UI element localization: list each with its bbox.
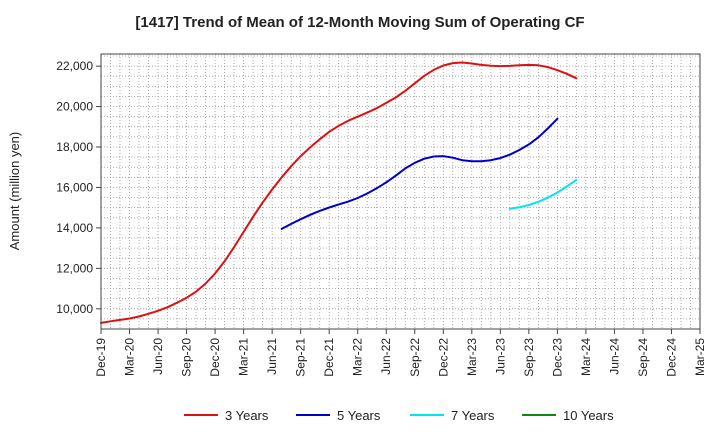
legend-label-5-years: 5 Years bbox=[337, 408, 381, 423]
x-tick-label: Dec-19 bbox=[94, 338, 108, 377]
y-axis-ticks: 10,000 12,000 14,000 16,000 18,000 20,000 22,0… bbox=[56, 59, 101, 316]
x-tick-label: Jun-20 bbox=[151, 338, 165, 375]
legend-label-7-years: 7 Years bbox=[451, 408, 495, 423]
x-tick-label: Mar-24 bbox=[579, 338, 593, 376]
x-tick-label: Jun-24 bbox=[607, 338, 621, 375]
x-tick-label: Dec-21 bbox=[322, 338, 336, 377]
series-line-7-years bbox=[508, 178, 578, 210]
x-tick-label: Mar-23 bbox=[465, 338, 479, 376]
x-tick-label: Sep-21 bbox=[294, 338, 308, 377]
x-tick-label: Jun-23 bbox=[493, 338, 507, 375]
grid-lines bbox=[101, 54, 700, 329]
legend-label-10-years: 10 Years bbox=[563, 408, 614, 423]
y-tick-label: 10,000 bbox=[56, 302, 93, 316]
y-tick-label: 14,000 bbox=[56, 221, 93, 235]
x-tick-label: Sep-20 bbox=[180, 338, 194, 377]
x-tick-label: Dec-23 bbox=[550, 338, 564, 377]
y-tick-label: 12,000 bbox=[56, 261, 93, 275]
x-axis-ticks: Dec-19 Mar-20 Jun-20 Sep-20 Dec-20 Mar-21 Jun-… bbox=[94, 329, 707, 377]
x-tick-label: Dec-20 bbox=[208, 338, 222, 377]
x-tick-label: Mar-25 bbox=[693, 338, 707, 376]
y-tick-label: 20,000 bbox=[56, 100, 93, 114]
y-tick-label: 18,000 bbox=[56, 140, 93, 154]
y-tick-label: 16,000 bbox=[56, 180, 93, 194]
x-tick-label: Sep-24 bbox=[636, 338, 650, 377]
chart-title: [1417] Trend of Mean of 12-Month Moving … bbox=[135, 14, 585, 31]
plot-frame bbox=[100, 53, 701, 330]
x-tick-label: Sep-22 bbox=[408, 338, 422, 377]
x-tick-label: Jun-21 bbox=[265, 338, 279, 375]
x-tick-label: Mar-21 bbox=[237, 338, 251, 376]
x-tick-label: Sep-23 bbox=[522, 338, 536, 377]
legend-label-3-years: 3 Years bbox=[225, 408, 269, 423]
x-tick-label: Dec-22 bbox=[436, 338, 450, 377]
x-tick-label: Mar-22 bbox=[351, 338, 365, 376]
x-tick-label: Dec-24 bbox=[665, 338, 679, 377]
y-tick-label: 22,000 bbox=[56, 59, 93, 73]
legend: 3 Years 5 Years 7 Years 10 Years bbox=[184, 408, 614, 423]
y-axis-label: Amount (million yen) bbox=[7, 132, 22, 251]
x-tick-label: Mar-20 bbox=[123, 338, 137, 376]
plot-background bbox=[101, 54, 700, 329]
series-line-5-years bbox=[280, 117, 559, 230]
series-layer bbox=[100, 61, 578, 324]
series-line-3-years bbox=[100, 61, 578, 324]
x-tick-label: Jun-22 bbox=[379, 338, 393, 375]
